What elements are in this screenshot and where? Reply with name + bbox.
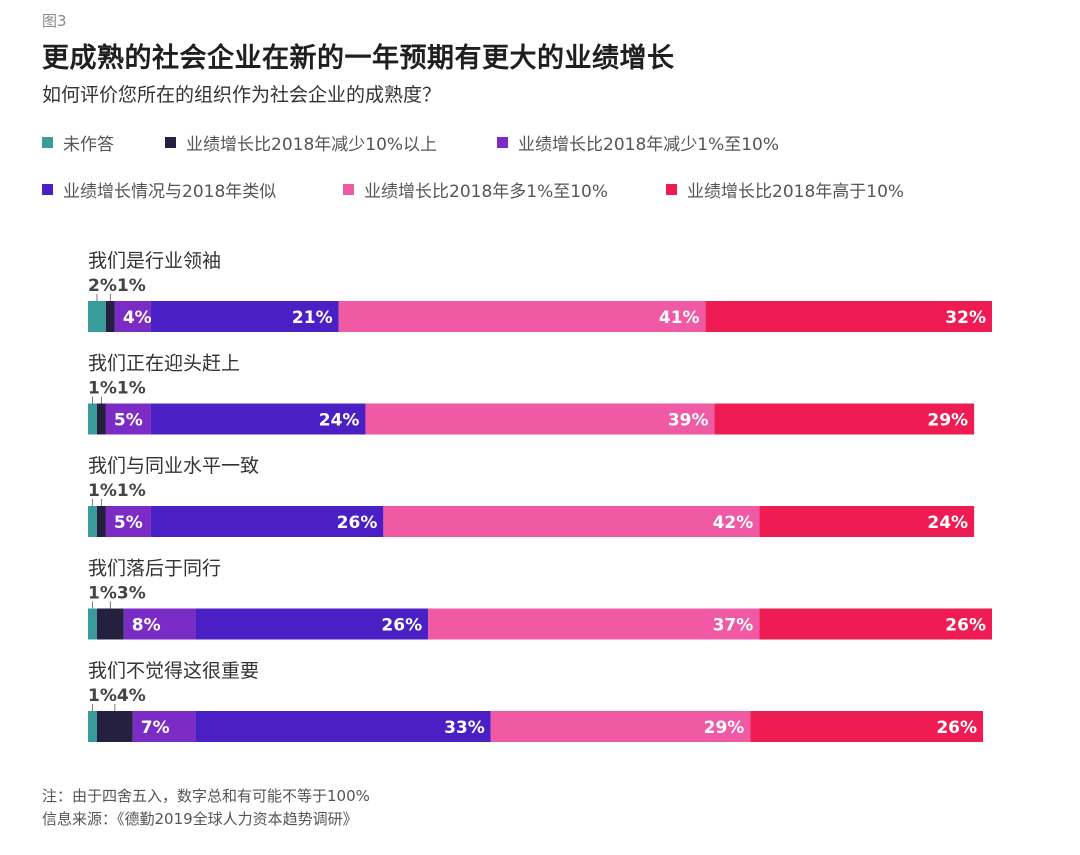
legend-swatch	[343, 184, 354, 195]
legend-swatch	[666, 184, 677, 195]
segment-value-label: 7%	[141, 718, 170, 738]
bar-segment	[114, 301, 151, 332]
segment-value-label: 29%	[927, 411, 968, 431]
bar-segment	[338, 301, 706, 332]
bar-segment	[96, 711, 133, 742]
segment-value-label: 42%	[713, 513, 754, 533]
bar-segment	[490, 711, 751, 742]
legend-swatch	[42, 184, 53, 195]
legend-label: 未作答	[63, 135, 114, 155]
category-label: 我们不觉得这很重要	[88, 660, 259, 682]
bar-segment	[195, 608, 429, 640]
bar-segment	[750, 711, 984, 742]
segment-value-label: 5%	[114, 411, 143, 431]
bar-segment	[759, 506, 975, 537]
bar-segment	[105, 506, 151, 537]
segment-value-label: 37%	[713, 616, 754, 636]
bar-segment	[759, 608, 992, 640]
small-value-label: 1%1%	[88, 379, 146, 399]
bar-segment	[96, 608, 124, 640]
bar-segment	[195, 711, 491, 742]
bar-segment	[150, 506, 384, 537]
bar-segment	[714, 403, 975, 435]
bar-segment	[88, 711, 97, 742]
legend-item-increase-over-10: 业绩增长比2018年高于10%	[666, 177, 904, 202]
legend-label: 业绩增长比2018年高于10%	[687, 182, 905, 202]
bar-segment	[383, 506, 760, 537]
bar-segment	[428, 608, 760, 640]
small-value-label: 1%3%	[88, 584, 146, 604]
bar-segment	[123, 608, 196, 640]
small-value-label: 1%4%	[88, 686, 146, 706]
segment-value-label: 26%	[337, 513, 378, 533]
category-label: 我们正在迎头赶上	[88, 353, 240, 375]
source-note: 信息来源：《德勤2019全球人力资本趋势调研》	[42, 810, 358, 828]
segment-value-label: 26%	[936, 718, 977, 738]
segment-value-label: 24%	[927, 513, 968, 533]
bar-segment	[132, 711, 196, 742]
category-label: 我们是行业领袖	[88, 250, 221, 272]
segment-value-label: 26%	[945, 616, 986, 636]
segment-value-label: 41%	[659, 308, 700, 328]
bar-segment	[88, 301, 106, 332]
chart-title: 更成熟的社会企业在新的一年预期有更大的业绩增长	[42, 43, 675, 74]
segment-value-label: 39%	[668, 411, 709, 431]
segment-value-label: 29%	[704, 718, 745, 738]
bar-segment	[96, 403, 106, 435]
segment-value-label: 33%	[444, 718, 485, 738]
legend-item-similar: 业绩增长情况与2018年类似	[42, 177, 276, 202]
segment-value-label: 24%	[319, 411, 360, 431]
segment-value-label: 4%	[123, 308, 152, 328]
segment-value-label: 21%	[292, 308, 333, 328]
legend-label: 业绩增长比2018年多1%至10%	[364, 182, 609, 202]
bar-segment	[150, 301, 339, 332]
bar-segment	[365, 403, 715, 435]
bar-segment	[88, 608, 97, 640]
chart-subtitle: 如何评价您所在的组织作为社会企业的成熟度？	[42, 84, 442, 106]
segment-value-label: 5%	[114, 513, 143, 533]
small-value-label: 1%1%	[88, 481, 146, 501]
legend-swatch	[497, 137, 508, 148]
bar-segment	[105, 301, 115, 332]
small-value-label: 2%1%	[88, 276, 146, 296]
legend-item-decrease-over-10: 业绩增长比2018年减少10%以上	[165, 130, 437, 155]
category-label: 我们与同业水平一致	[88, 455, 259, 477]
legend-label: 业绩增长比2018年减少1%至10%	[518, 135, 780, 155]
legend-item-increase-1-10: 业绩增长比2018年多1%至10%	[343, 177, 608, 202]
bar-segment	[105, 403, 151, 435]
category-label: 我们落后于同行	[88, 558, 221, 580]
figure-label: 图3	[42, 12, 67, 30]
legend-label: 业绩增长比2018年减少10%以上	[186, 135, 438, 155]
bar-segment	[88, 403, 97, 435]
bar-segment	[705, 301, 992, 332]
legend-swatch	[42, 137, 53, 148]
footnote: 注：由于四舍五入，数字总和有可能不等于100%	[42, 787, 370, 805]
bar-segment	[150, 403, 366, 435]
bar-segment	[96, 506, 106, 537]
legend-item-decrease-1-10: 业绩增长比2018年减少1%至10%	[497, 130, 779, 155]
legend-item-no-answer: 未作答	[42, 130, 114, 155]
segment-value-label: 26%	[381, 616, 422, 636]
legend-swatch	[165, 137, 176, 148]
segment-value-label: 8%	[132, 616, 161, 636]
segment-value-label: 32%	[945, 308, 986, 328]
legend-label: 业绩增长情况与2018年类似	[63, 182, 277, 202]
bar-segment	[88, 506, 97, 537]
